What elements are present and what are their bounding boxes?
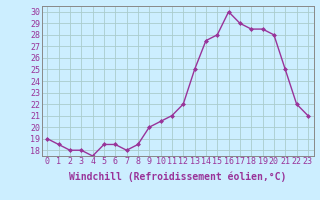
X-axis label: Windchill (Refroidissement éolien,°C): Windchill (Refroidissement éolien,°C) xyxy=(69,172,286,182)
